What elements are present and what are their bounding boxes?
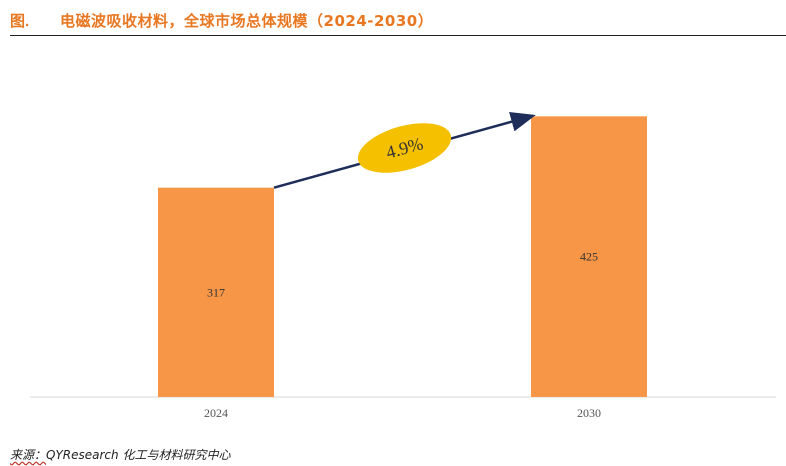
bar-2024 <box>158 187 274 397</box>
figure-title: 电磁波吸收材料，全球市场总体规模（2024-2030） <box>60 12 434 30</box>
cagr-badge <box>357 123 452 173</box>
header-divider <box>10 35 786 36</box>
figure-header: 图. 电磁波吸收材料，全球市场总体规模（2024-2030） <box>0 0 786 36</box>
bar-value-label-2024: 317 <box>207 285 225 299</box>
bar-value-label-2030: 425 <box>580 250 598 264</box>
bar-chart: 317 425 2024 2030 4.9% <box>30 112 776 420</box>
source-text: QYResearch 化工与材料研究中心 <box>46 448 231 462</box>
source-note: 来源：QYResearch 化工与材料研究中心 <box>10 446 230 463</box>
plot-area: 317 425 2024 2030 4.9% <box>30 112 776 420</box>
figure-label: 图. <box>10 13 30 30</box>
source-prefix: 来源： <box>10 448 47 462</box>
bar-2030 <box>531 116 647 398</box>
x-tick-label-2024: 2024 <box>204 406 228 420</box>
x-tick-label-2030: 2030 <box>577 406 601 420</box>
